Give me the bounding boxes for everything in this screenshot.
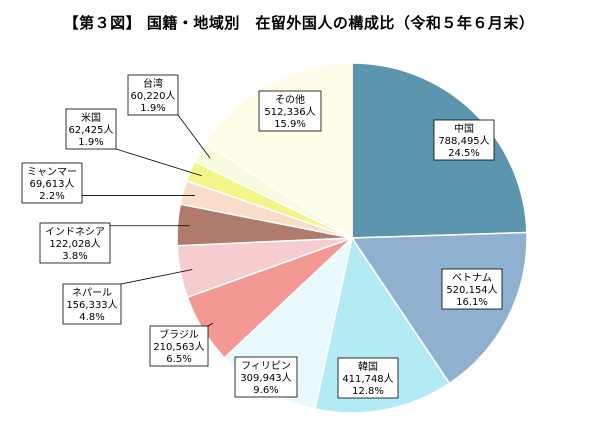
slice-count-label: 122,028人: [49, 238, 100, 250]
slice-percent-label: 15.9%: [274, 119, 306, 130]
label-box: [234, 356, 298, 398]
chart-title: 【第３図】 国籍・地域別 在留外国人の構成比（令和５年６月末）: [63, 14, 535, 32]
slice-name-label: 米国: [81, 111, 101, 124]
slice-percent-label: 16.1%: [456, 297, 488, 308]
slice-name-label: その他: [275, 93, 305, 106]
slice-percent-label: 12.8%: [352, 386, 384, 397]
label-box: [337, 357, 399, 399]
slice-percent-label: 6.5%: [166, 354, 191, 365]
slice-count-label: 60,220人: [131, 90, 176, 102]
slice-percent-label: 1.9%: [78, 137, 103, 148]
slice-name-label: インドネシア: [45, 226, 105, 238]
slice-percent-label: 1.9%: [140, 103, 165, 114]
slice-percent-label: 3.8%: [62, 251, 87, 262]
slice-name-label: 中国: [454, 122, 474, 135]
slice-percent-label: 4.8%: [79, 312, 104, 323]
label-box: [433, 119, 495, 161]
leader-line: [115, 148, 202, 177]
slice-count-label: 411,748人: [342, 373, 393, 385]
slice-count-label: 512,336人: [264, 106, 315, 118]
slice-name-label: ブラジル: [159, 328, 199, 341]
slice-count-label: 520,154人: [446, 284, 497, 296]
leader-line: [177, 114, 211, 159]
slice-count-label: 309,943人: [240, 372, 291, 384]
label-box: [127, 74, 179, 116]
label-box: [39, 222, 111, 264]
slice-name-label: ネパール: [72, 287, 112, 299]
slice-percent-label: 24.5%: [448, 148, 480, 159]
slice-name-label: 台湾: [143, 77, 163, 90]
label-box: [21, 162, 83, 204]
leader-line: [207, 322, 214, 327]
slice-count-label: 62,425人: [69, 124, 114, 136]
slice-count-label: 788,495人: [438, 135, 489, 147]
label-box: [441, 268, 503, 310]
slice-name-label: 韓国: [358, 361, 378, 373]
slice-percent-label: 9.6%: [253, 385, 278, 396]
label-box: [149, 325, 209, 367]
slice-name-label: ミャンマー: [27, 167, 77, 178]
slice-percent-label: 2.2%: [39, 191, 64, 202]
slice-name-label: フィリピン: [241, 360, 291, 372]
label-box: [258, 90, 322, 132]
slice-count-label: 69,613人: [30, 178, 75, 190]
label-box: [62, 283, 122, 325]
slice-count-label: 156,333人: [66, 299, 117, 311]
leader-line: [120, 269, 193, 285]
slice-name-label: ベトナム: [452, 272, 492, 284]
label-box: [65, 108, 117, 150]
slice-count-label: 210,563人: [153, 341, 204, 353]
